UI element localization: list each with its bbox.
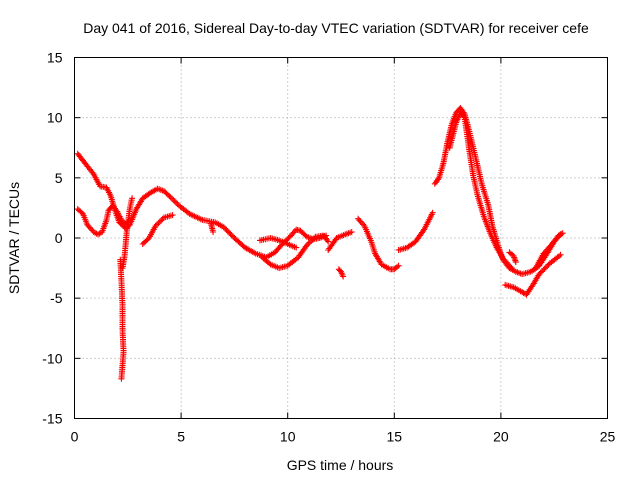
y-tick-label: 15 (47, 50, 63, 66)
data-point-trace (395, 209, 436, 253)
data-point-trace (355, 215, 402, 273)
x-tick-label: 25 (600, 429, 616, 445)
y-tick-label: -5 (50, 290, 63, 306)
axis-ticks (74, 57, 608, 419)
data-point-trace (74, 202, 133, 238)
x-axis-label: GPS time / hours (287, 457, 394, 473)
x-tick-labels: 0 5 10 15 20 25 (71, 429, 616, 445)
y-tick-label: 10 (47, 110, 63, 126)
x-tick-label: 0 (71, 429, 79, 445)
data-point-trace (259, 232, 332, 272)
series-points (74, 105, 566, 382)
y-tick-label: -15 (42, 411, 62, 427)
data-point-trace (74, 150, 330, 261)
grid-lines (74, 57, 608, 419)
x-tick-label: 10 (280, 429, 296, 445)
data-point-trace (139, 212, 176, 247)
data-point-trace (117, 256, 127, 382)
y-axis-label: SDTVAR / TECUs (6, 182, 22, 294)
y-tick-labels: 15 10 5 0 -5 -10 -15 (42, 50, 62, 427)
data-point-trace (207, 220, 217, 235)
x-tick-label: 15 (387, 429, 403, 445)
data-point-trace (502, 251, 564, 298)
y-tick-label: 5 (55, 170, 63, 186)
data-point-trace (335, 266, 347, 280)
data-point-trace (506, 249, 519, 266)
chart-title: Day 041 of 2016, Sidereal Day-to-day VTE… (83, 20, 589, 36)
data-point-trace (257, 235, 300, 251)
x-tick-label: 20 (493, 429, 509, 445)
y-tick-label: 0 (55, 230, 63, 246)
data-point-trace (446, 109, 515, 272)
data-point-trace (532, 230, 566, 273)
y-tick-label: -10 (42, 350, 62, 366)
x-tick-label: 5 (177, 429, 185, 445)
data-point-trace (119, 195, 136, 272)
plot-frame (74, 57, 608, 419)
data-point-trace (333, 229, 355, 241)
